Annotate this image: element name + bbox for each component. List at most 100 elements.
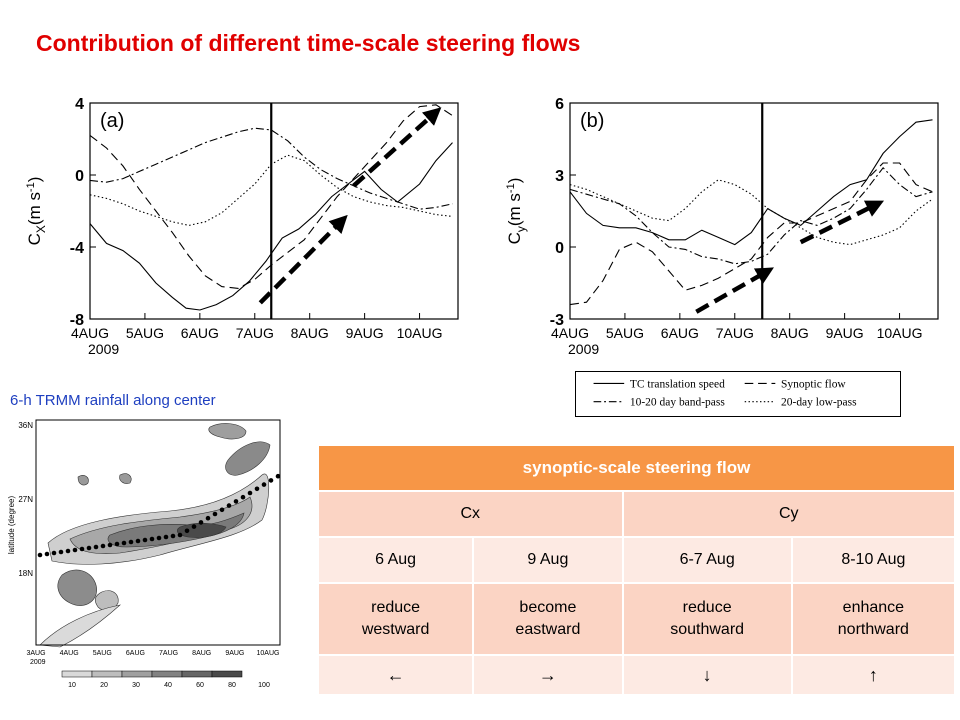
y-tick-label: 3	[555, 168, 564, 185]
tc-track-dot	[114, 541, 120, 547]
left-arrow-icon: ←	[316, 654, 475, 696]
x-tick-label: 7AUG	[716, 325, 754, 341]
tc-track-dot	[100, 543, 106, 549]
table-effect-cell: enhance northward	[790, 582, 957, 656]
x-tick-label: 10AUG	[397, 325, 443, 341]
legend-label: TC translation speed	[630, 378, 725, 390]
y-tick-label: 6	[555, 96, 564, 113]
plot-frame	[89, 102, 459, 320]
effect-line: eastward	[515, 621, 581, 638]
series-line-dash	[569, 162, 933, 306]
tc-track-dot	[177, 532, 183, 538]
tc-track-dot	[247, 490, 253, 496]
y-tick-label: 4	[75, 96, 84, 113]
x-tick-label: 4AUG	[71, 325, 109, 341]
tc-track-dot	[163, 534, 169, 540]
steering-flow-table: synoptic-scale steering flow Cx Cy 6 Aug…	[316, 444, 957, 696]
series-line-dotted	[89, 154, 453, 226]
table-group-cy: Cy	[621, 490, 957, 538]
tc-track-dot	[65, 548, 71, 554]
series-line-dashdot	[569, 166, 933, 265]
map-x-tick-label: 3AUG	[26, 650, 45, 657]
y-axis-label-part: )	[505, 178, 524, 184]
tc-track-dot	[51, 550, 57, 556]
x-tick-label: 6AUG	[181, 325, 219, 341]
x-tick-label: 6AUG	[661, 325, 699, 341]
tc-track-dot	[275, 473, 281, 479]
colorbar-label: 10	[68, 682, 76, 689]
tc-track-dot	[37, 552, 43, 558]
tc-track-dot	[58, 549, 64, 555]
tc-track-dot	[170, 533, 176, 539]
effect-line: reduce	[371, 599, 421, 616]
y-tick-label: -8	[70, 312, 84, 329]
tc-track-dot	[72, 547, 78, 553]
rain-contours	[39, 423, 271, 648]
table-effect-cell: reduce southward	[621, 582, 793, 656]
y-tick-label: 0	[555, 240, 564, 257]
table-group-cx: Cx	[317, 490, 624, 538]
tc-track-dot	[226, 503, 232, 508]
map-year-label: 2009	[30, 659, 46, 666]
tc-track-dot	[205, 515, 211, 521]
x-tick-label: 9AUG	[346, 325, 384, 341]
x-tick-label: 4AUG	[551, 325, 589, 341]
rain-contour-blob	[208, 423, 247, 440]
colorbar-swatch	[211, 670, 243, 678]
tc-track-dot	[219, 507, 225, 513]
effect-line: southward	[670, 621, 745, 638]
trend-arrow	[799, 200, 885, 245]
year-label: 2009	[88, 341, 119, 357]
effect-line: northward	[837, 621, 909, 638]
rain-contour-blob	[119, 473, 132, 484]
x-tick-label: 9AUG	[826, 325, 864, 341]
x-tick-label: 8AUG	[771, 325, 809, 341]
legend-label: Synoptic flow	[781, 378, 846, 390]
tc-track-dot	[79, 546, 85, 552]
map-y-axis-label: latitude (degree)	[7, 496, 16, 555]
tc-track-dot	[44, 551, 50, 557]
y-tick-label: -4	[70, 240, 84, 257]
tc-track-dot	[149, 536, 155, 542]
map-x-tick-label: 6AUG	[126, 650, 145, 657]
colorbar-label: 60	[196, 682, 204, 689]
y-axis-label: CX(m s-1)	[25, 177, 48, 246]
tc-track-dot	[233, 499, 239, 504]
map-frame	[35, 419, 281, 646]
colorbar-label: 30	[132, 682, 140, 689]
plot-frame	[569, 102, 939, 320]
tc-track-dot	[191, 524, 197, 529]
trend-arrow	[695, 267, 774, 314]
map-y-tick-label: 18N	[18, 569, 33, 578]
colorbar-swatch	[91, 670, 123, 678]
map-x-tick-label: 8AUG	[192, 650, 211, 657]
table-date-cell: 6-7 Aug	[621, 536, 793, 584]
table-date-cell: 9 Aug	[472, 536, 624, 584]
map-x-tick-label: 9AUG	[225, 650, 244, 657]
rain-contour-blob	[107, 512, 245, 548]
colorbar-label: 20	[100, 682, 108, 689]
y-axis-label-part: C	[25, 233, 44, 245]
trend-arrow	[352, 107, 442, 188]
map-x-tick-label: 5AUG	[93, 650, 112, 657]
colorbar-label: 40	[164, 682, 172, 689]
colorbar-swatch	[121, 670, 153, 678]
table-date-cell: 6 Aug	[316, 536, 475, 584]
panel-label: (a)	[100, 110, 124, 132]
slide-title: Contribution of different time-scale ste…	[36, 30, 581, 56]
trend-arrow	[258, 214, 348, 305]
tc-track-dot	[268, 478, 274, 483]
rain-contour-blob	[225, 441, 271, 476]
colorbar-swatch	[61, 670, 93, 678]
y-axis-label-part: (m s	[505, 193, 524, 226]
rain-contour-blob	[39, 604, 122, 648]
tc-track-dot	[93, 544, 99, 550]
tc-track-dot	[240, 494, 246, 500]
y-axis-label-part: C	[505, 232, 524, 244]
rain-contour-blob	[77, 475, 89, 486]
rainfall-caption: 6-h TRMM rainfall along center	[10, 392, 216, 409]
y-tick-label: -3	[550, 312, 564, 329]
year-label: 2009	[568, 341, 599, 357]
x-tick-label: 5AUG	[126, 325, 164, 341]
